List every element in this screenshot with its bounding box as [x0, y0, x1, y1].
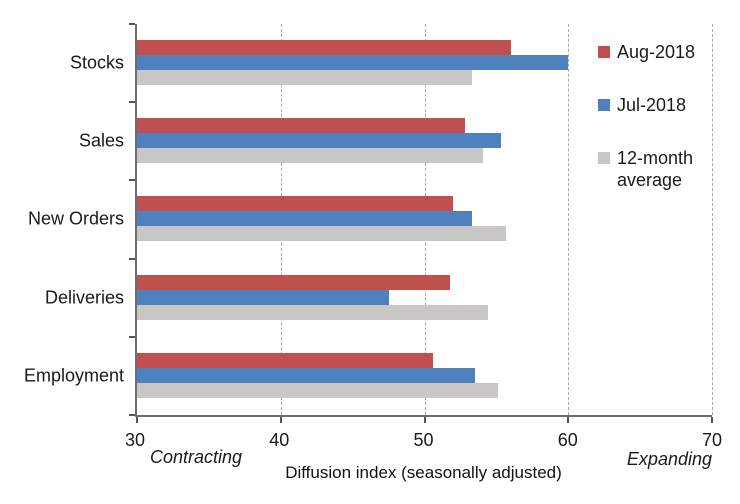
legend-label: Aug-2018: [617, 42, 696, 62]
x-tick-mark-30: [136, 417, 138, 423]
legend-swatch-icon: [598, 46, 610, 58]
category-row-new-orders: New Orders: [28, 180, 712, 258]
category-label: Deliveries: [44, 287, 124, 308]
legend-swatch-icon: [598, 99, 610, 111]
x-tick-mark-60: [567, 417, 570, 423]
bar-aug-2018-employment: [137, 352, 434, 368]
category-row-sales: Sales: [79, 102, 712, 180]
legend-item-12-month-average: 12-month average: [598, 147, 736, 191]
bar-12-month-average-employment: [137, 382, 498, 398]
legend-item-jul-2018: Jul-2018: [598, 94, 736, 116]
category-label: New Orders: [27, 208, 124, 229]
y-tick-mark-1: [129, 101, 135, 104]
x-tick-mark-70: [711, 417, 713, 423]
bar-aug-2018-new-orders: [137, 196, 454, 212]
x-tick-label-60: 60: [557, 430, 578, 450]
x-tick-label-40: 40: [269, 430, 290, 450]
bar-12-month-average-new-orders: [137, 226, 507, 242]
bar-12-month-average-stocks: [137, 70, 472, 85]
gridline-60: [568, 24, 570, 415]
category-row-deliveries: Deliveries: [45, 259, 712, 337]
y-tick-mark-4: [129, 335, 135, 338]
legend-item-aug-2018: Aug-2018: [598, 41, 736, 63]
legend-label: 12-month average: [617, 148, 694, 190]
y-tick-mark-5: [129, 414, 135, 416]
bar-jul-2018-stocks: [137, 55, 569, 70]
x-tick-label-30: 30: [124, 430, 146, 450]
x-tick-label-50: 50: [413, 430, 434, 450]
bar-jul-2018-sales: [137, 133, 501, 149]
y-tick-mark-2: [129, 179, 135, 182]
bar-jul-2018-deliveries: [137, 289, 389, 305]
bar-12-month-average-sales: [137, 148, 484, 164]
bar-jul-2018-employment: [137, 367, 475, 383]
plot-area: Stocks Sales New Orders Deliveries Employmen…: [24, 23, 713, 423]
y-tick-mark-0: [129, 23, 135, 25]
gridline-70: [712, 24, 713, 415]
legend-label: Jul-2018: [617, 95, 687, 115]
contracting-annotation: Contracting: [150, 447, 243, 467]
category-label: Employment: [23, 365, 124, 386]
x-tick-mark-50: [423, 417, 426, 423]
category-label: Stocks: [69, 52, 124, 73]
x-tick-mark-40: [279, 417, 282, 423]
x-axis-title: Diffusion index (seasonally adjusted): [285, 463, 562, 482]
bar-aug-2018-deliveries: [137, 274, 451, 290]
bar-12-month-average-deliveries: [137, 304, 488, 320]
category-row-stocks: Stocks: [70, 24, 712, 102]
y-tick-mark-3: [129, 257, 135, 260]
category-row-employment: Employment: [24, 337, 712, 415]
bar-aug-2018-sales: [137, 118, 465, 134]
x-tick-label-70: 70: [701, 430, 723, 450]
legend-swatch-icon: [598, 152, 610, 164]
category-label: Sales: [78, 130, 124, 151]
bar-jul-2018-new-orders: [137, 211, 472, 227]
expanding-annotation: Expanding: [626, 449, 712, 469]
bar-aug-2018-stocks: [137, 40, 511, 55]
legend: Aug-2018 Jul-2018 12-month average: [598, 41, 736, 222]
